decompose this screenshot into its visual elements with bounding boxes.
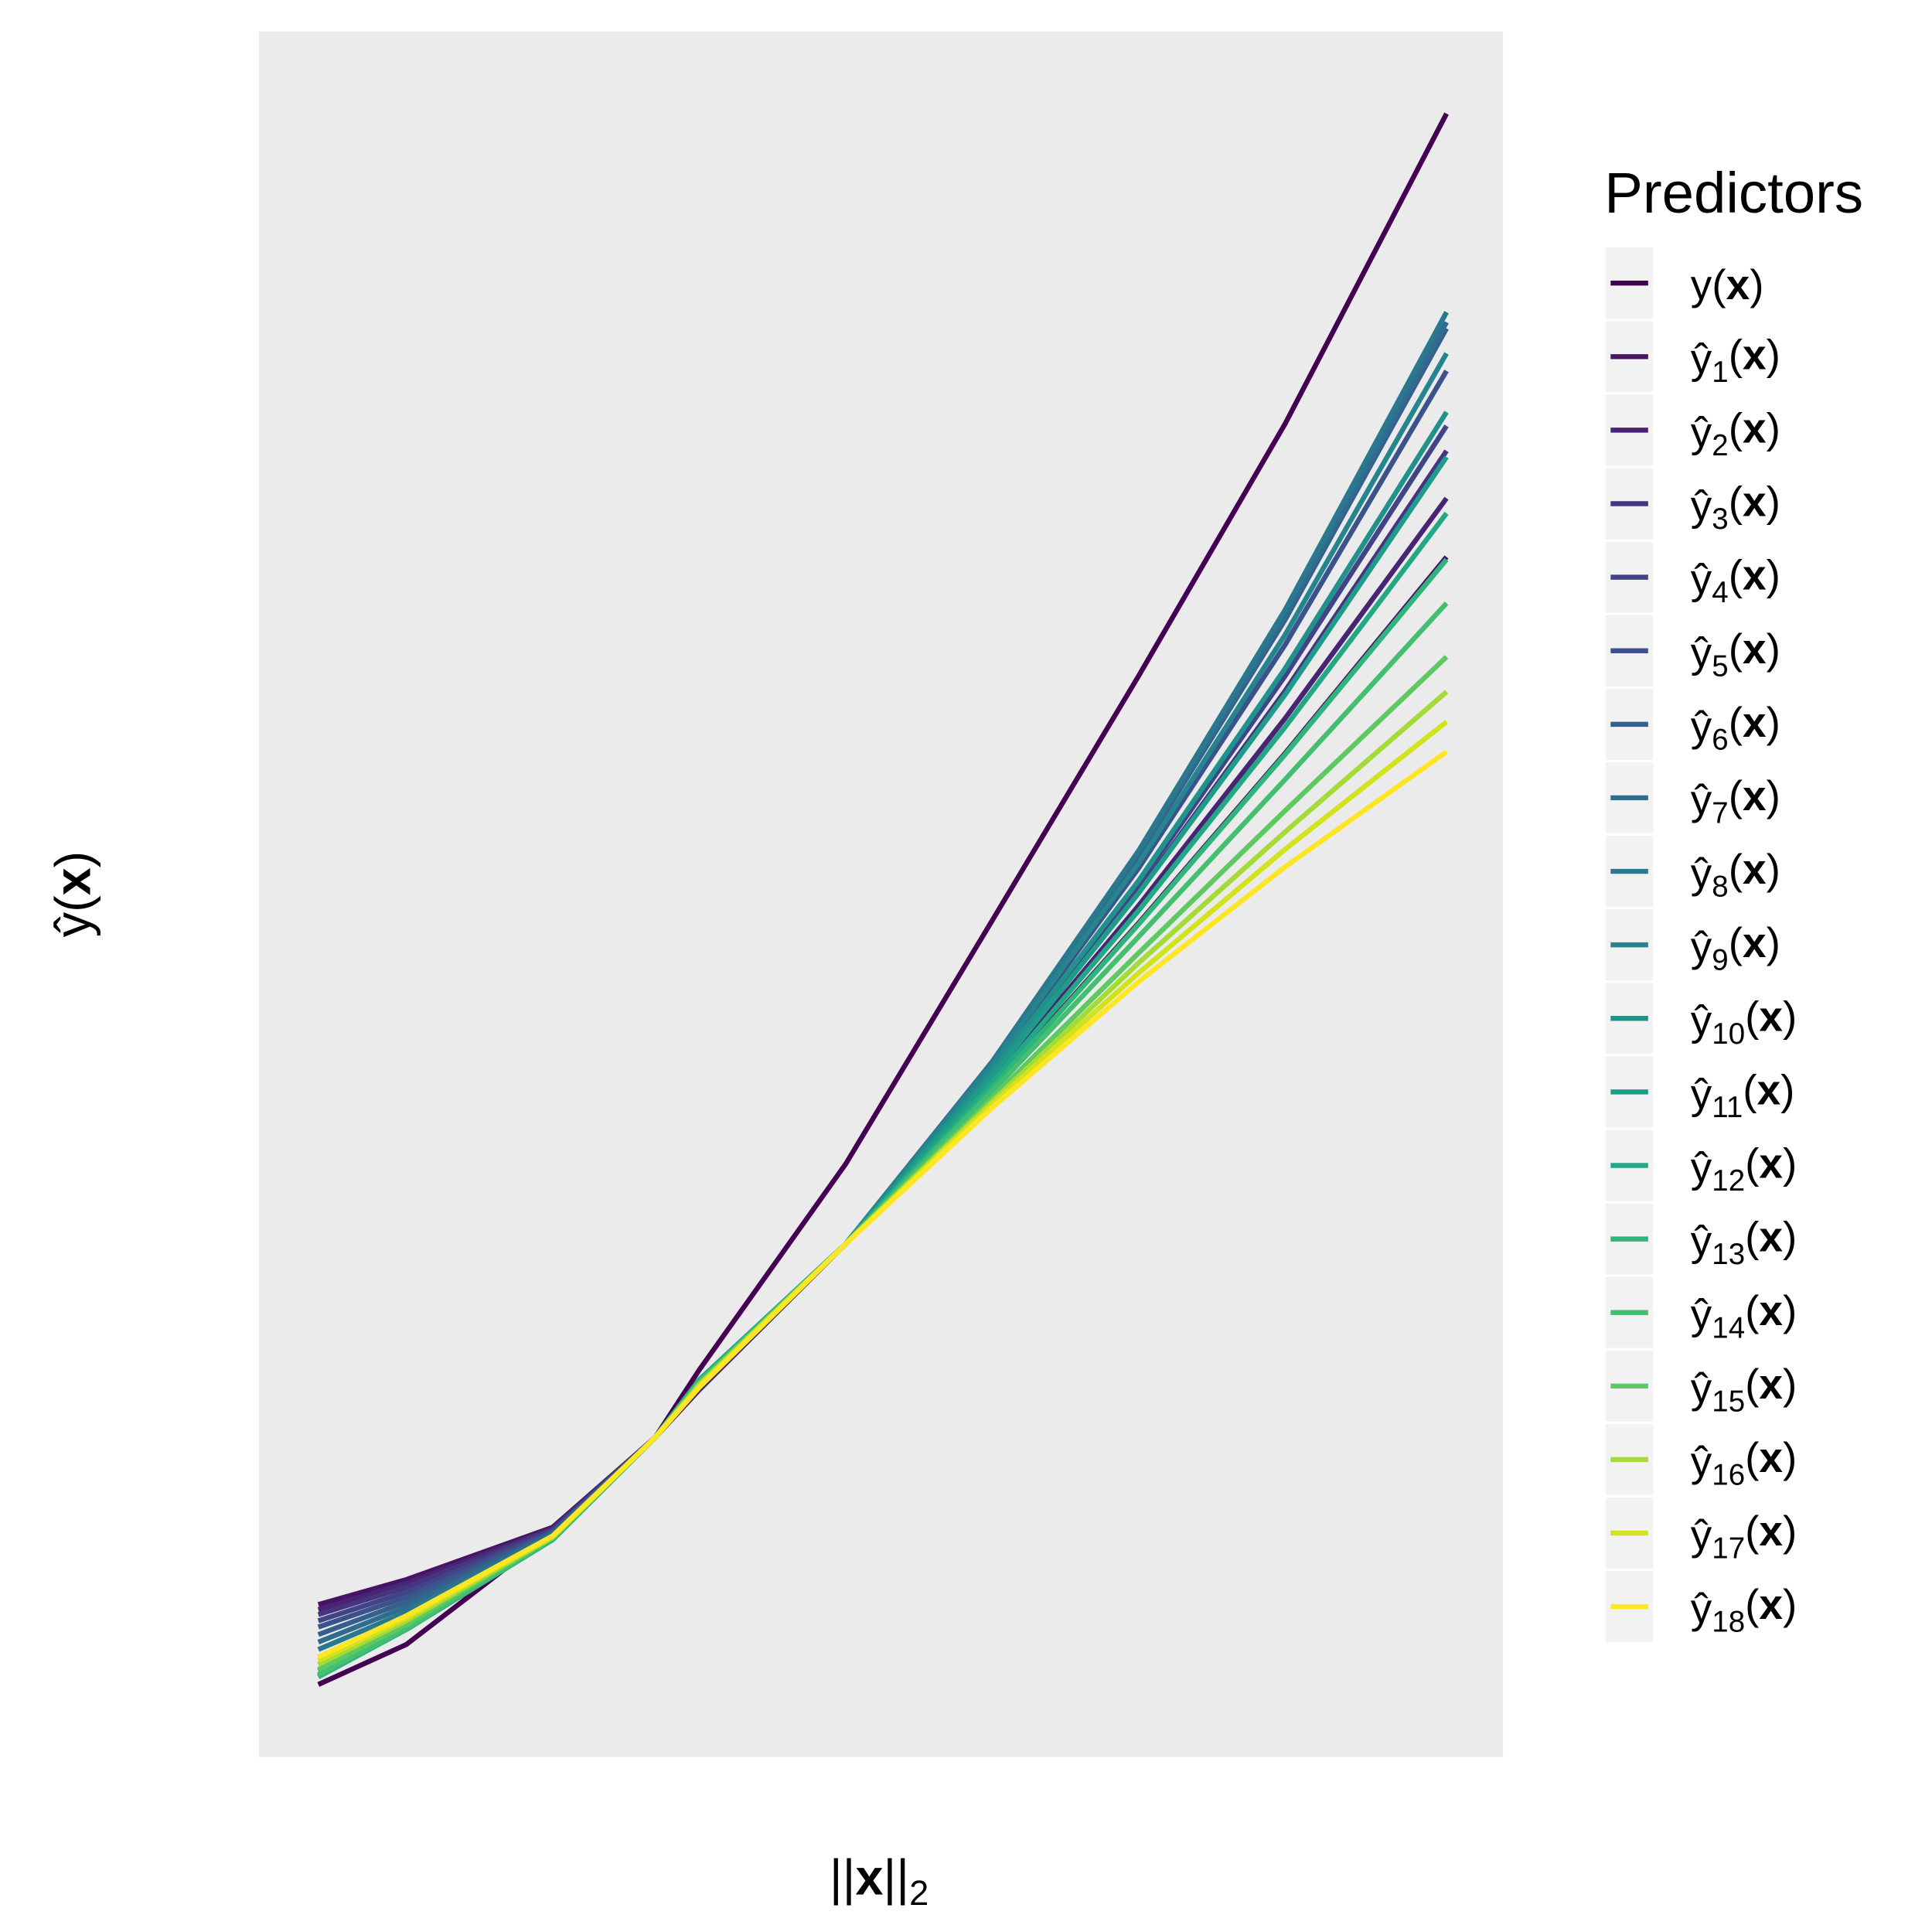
series-line xyxy=(317,112,1449,1687)
legend-label: ŷ17(x) xyxy=(1691,1507,1797,1565)
legend-label: ŷ6(x) xyxy=(1691,698,1780,756)
legend-label: y(x) xyxy=(1691,261,1764,308)
legend-label: ŷ15(x) xyxy=(1691,1360,1797,1418)
legend-label: ŷ5(x) xyxy=(1691,625,1780,683)
y-axis-title: ŷ(x) xyxy=(44,851,101,937)
series-line xyxy=(317,749,1448,1660)
legend-label: ŷ10(x) xyxy=(1691,992,1797,1050)
legend-label: ŷ16(x) xyxy=(1691,1433,1797,1491)
legend-label: ŷ18(x) xyxy=(1691,1580,1797,1638)
legend-label: ŷ14(x) xyxy=(1691,1286,1797,1344)
legend-title: Predictors xyxy=(1604,161,1863,225)
legend-label: ŷ4(x) xyxy=(1691,551,1780,609)
panel xyxy=(258,31,1504,1757)
lines xyxy=(317,112,1449,1687)
legend-label: ŷ13(x) xyxy=(1691,1213,1797,1271)
legend-label: ŷ11(x) xyxy=(1691,1065,1795,1123)
legend: y(x) ŷ1(x) ŷ2(x) ŷ3(x) ŷ4(x) ŷ5(x) ŷ6(x) ŷ7(x) ŷ… xyxy=(1605,247,1797,1643)
legend-label: ŷ2(x) xyxy=(1691,404,1780,462)
legend-label: ŷ1(x) xyxy=(1691,330,1780,388)
legend-label: ŷ7(x) xyxy=(1691,772,1780,830)
x-axis-title: ||x||2 xyxy=(830,1849,929,1913)
legend-label: ŷ12(x) xyxy=(1691,1140,1797,1198)
legend-label: ŷ9(x) xyxy=(1691,918,1780,976)
legend-label: ŷ3(x) xyxy=(1691,478,1780,536)
legend-label: ŷ8(x) xyxy=(1691,845,1780,903)
